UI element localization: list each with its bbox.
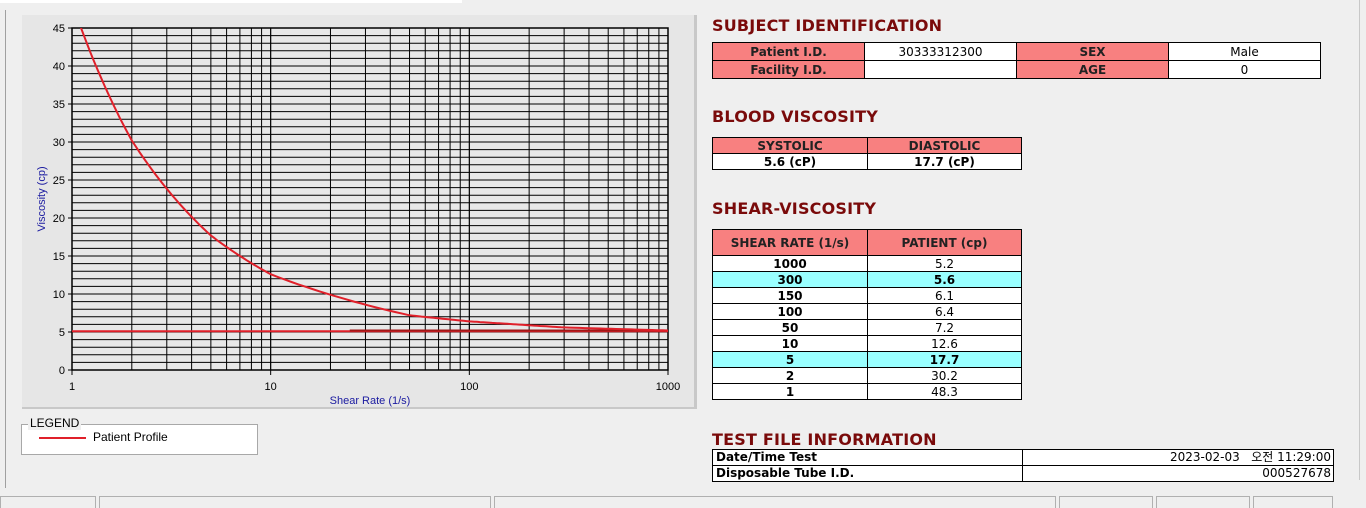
patient-cp-cell: 5.6 — [867, 271, 1022, 288]
patient-cp-cell: 48.3 — [867, 383, 1022, 400]
data-point — [468, 320, 471, 323]
x-axis-label: Shear Rate (1/s) — [330, 395, 411, 407]
data-point — [269, 273, 272, 276]
systolic-value: 5.6 (cP) — [712, 153, 868, 170]
patient-id-value: 30333312300 — [864, 42, 1017, 61]
top-tab-strip — [0, 0, 462, 3]
shear-viscosity-table: SHEAR RATE (1/s) PATIENT (cp) 1000 5.2 300… — [712, 229, 1022, 400]
shear-rate-cell: 2 — [712, 367, 868, 384]
shear-rate-cell: 50 — [712, 319, 868, 336]
shear-table-row: 2 30.2 — [712, 367, 1022, 384]
y-tick-label: 0 — [59, 365, 65, 377]
shear-table-row: 5 17.7 — [712, 351, 1022, 368]
shear-rate-cell: 10 — [712, 335, 868, 352]
shear-rate-cell: 1000 — [712, 255, 868, 272]
diastolic-value: 17.7 (cP) — [867, 153, 1022, 170]
tube-id-value: 000527678 — [1022, 465, 1334, 482]
shear-table-row: 10 12.6 — [712, 335, 1022, 352]
diastolic-label: DIASTOLIC — [867, 137, 1022, 154]
shear-rate-cell: 1 — [712, 383, 868, 400]
x-tick-label: 100 — [460, 381, 478, 393]
status-bar-segment — [494, 496, 1056, 508]
plot-border — [71, 27, 669, 371]
subject-identification-title: SUBJECT IDENTIFICATION — [712, 16, 943, 35]
status-bar-segment — [0, 496, 96, 508]
blood-viscosity-title: BLOOD VISCOSITY — [712, 107, 879, 126]
test-file-table: Date/Time Test 2023-02-03 오전 11:29:00 Di… — [712, 449, 1334, 482]
y-tick-label: 15 — [53, 251, 65, 263]
shear-table-row: 300 5.6 — [712, 271, 1022, 288]
patient-id-label: Patient I.D. — [712, 42, 865, 61]
age-value: 0 — [1168, 60, 1321, 79]
data-point — [503, 322, 506, 325]
viscosity-chart: 0 5 10 15 20 25 30 35 40 45 1 10 100 1000 Shear Rate (… — [36, 23, 680, 407]
patient-cp-cell: 7.2 — [867, 319, 1022, 336]
legend-line-swatch — [39, 437, 86, 439]
facility-id-label: Facility I.D. — [712, 60, 865, 79]
patient-cp-cell: 6.4 — [867, 303, 1022, 320]
x-tick-label: 1000 — [656, 381, 680, 393]
shear-rate-cell: 300 — [712, 271, 868, 288]
shear-table-row: 100 6.4 — [712, 303, 1022, 320]
chart-panel: 0 5 10 15 20 25 30 35 40 45 1 10 100 1000 Shear Rate (… — [22, 15, 697, 409]
plot-area — [71, 27, 669, 371]
y-tick-label: 45 — [53, 23, 65, 35]
y-tick-label: 25 — [53, 175, 65, 187]
blood-viscosity-table: SYSTOLIC DIASTOLIC 5.6 (cP) 17.7 (cP) — [712, 137, 1022, 170]
data-point — [563, 326, 565, 329]
shear-table-row: 50 7.2 — [712, 319, 1022, 336]
legend-title: LEGEND — [28, 416, 82, 430]
age-label: AGE — [1016, 60, 1169, 79]
tube-id-label: Disposable Tube I.D. — [712, 465, 1023, 482]
vertical-scrollbar[interactable] — [1359, 0, 1366, 480]
shear-table-row: 1 48.3 — [712, 383, 1022, 400]
datetime-label: Date/Time Test — [712, 449, 1023, 466]
data-point — [131, 139, 133, 142]
y-tick-label: 5 — [59, 327, 65, 339]
shear-rate-header: SHEAR RATE (1/s) — [712, 229, 868, 256]
patient-cp-cell: 12.6 — [867, 335, 1022, 352]
status-bar-segment — [1156, 496, 1250, 508]
status-bar-segment — [1059, 496, 1153, 508]
y-axis-label: Viscosity (cp) — [36, 166, 48, 231]
sex-value: Male — [1168, 42, 1321, 61]
status-bar-segment — [99, 496, 491, 508]
test-file-information-title: TEST FILE INFORMATION — [712, 430, 937, 449]
y-tick-label: 35 — [53, 99, 65, 111]
data-point — [408, 314, 411, 317]
facility-id-value — [864, 60, 1017, 79]
patient-cp-cell: 5.2 — [867, 255, 1022, 272]
patient-cp-cell: 17.7 — [867, 351, 1022, 368]
sex-label: SEX — [1016, 42, 1169, 61]
data-point — [210, 234, 212, 237]
data-point — [667, 329, 668, 332]
patient-cp-cell: 6.1 — [867, 287, 1022, 304]
y-tick-label: 40 — [53, 61, 65, 73]
shear-viscosity-title: SHEAR-VISCOSITY — [712, 199, 877, 218]
y-tick-label: 30 — [53, 137, 65, 149]
x-tick-label: 1 — [69, 381, 75, 393]
shear-table-row: 150 6.1 — [712, 287, 1022, 304]
legend-item-patient-profile: Patient Profile — [93, 430, 168, 444]
y-tick-label: 20 — [53, 213, 65, 225]
shear-rate-cell: 100 — [712, 303, 868, 320]
shear-table-row: 1000 5.2 — [712, 255, 1022, 272]
systolic-label: SYSTOLIC — [712, 137, 868, 154]
subject-table: Patient I.D. 30333312300 SEX Male Facili… — [712, 42, 1321, 79]
x-tick-label: 10 — [265, 381, 277, 393]
panel-border — [5, 10, 6, 488]
status-bar-segment — [1253, 496, 1333, 508]
datetime-value: 2023-02-03 오전 11:29:00 — [1022, 449, 1334, 466]
shear-rate-cell: 150 — [712, 287, 868, 304]
y-tick-label: 10 — [53, 289, 65, 301]
patient-cp-cell: 30.2 — [867, 367, 1022, 384]
patient-cp-header: PATIENT (cp) — [867, 229, 1022, 256]
shear-rate-cell: 5 — [712, 351, 868, 368]
